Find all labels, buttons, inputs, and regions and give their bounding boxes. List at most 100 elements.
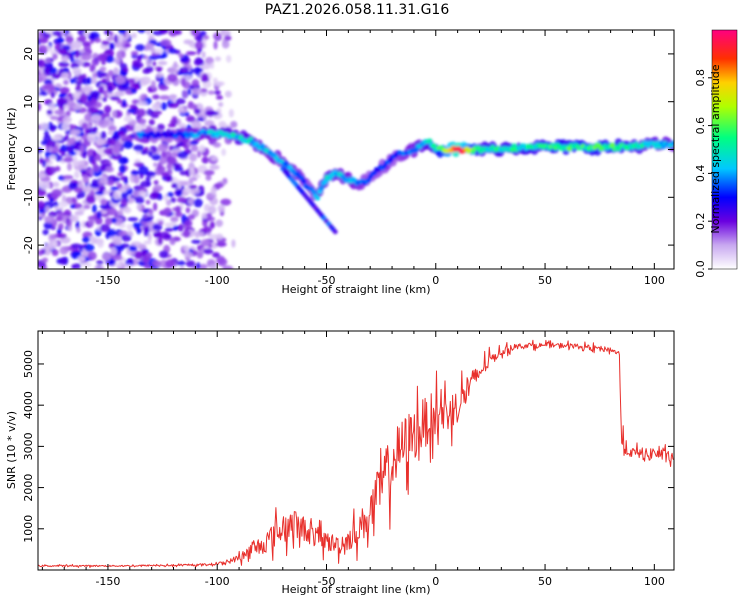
- spectrogram-cell: [98, 185, 106, 192]
- spectrogram-cell: [170, 216, 179, 223]
- spectrogram-cell: [182, 229, 191, 238]
- spectrogram-cell: [87, 94, 92, 102]
- spectrogram-ytick-label: 10: [22, 95, 35, 109]
- spectrogram-cell: [194, 108, 201, 115]
- spectrogram-cell: [97, 239, 104, 248]
- spectrogram-cell: [191, 30, 200, 37]
- spectrogram-cell: [63, 79, 69, 86]
- spectrogram-cell: [135, 44, 146, 52]
- spectrogram-cell: [59, 246, 69, 255]
- spectrogram-cell: [217, 257, 228, 267]
- spectrogram-cell: [204, 169, 215, 176]
- spectrogram-cell: [48, 139, 57, 148]
- spectrogram-cell: [59, 257, 67, 265]
- spectrogram-cell: [209, 111, 219, 116]
- spectrogram-cell: [165, 176, 173, 182]
- spectrogram-cell: [75, 220, 80, 230]
- spectrogram-cell: [143, 240, 152, 245]
- spectrogram-cell: [180, 77, 187, 87]
- spectrogram-cell: [105, 166, 115, 173]
- spectrogram-cell: [188, 40, 195, 47]
- spectrogram-cell: [116, 99, 123, 104]
- spectrogram-cell: [115, 75, 126, 85]
- spectrogram-cell: [81, 61, 91, 68]
- spectrogram-cell: [118, 156, 129, 165]
- spectrogram-cell: [158, 85, 169, 91]
- spectrogram-cell: [133, 124, 144, 132]
- spectrogram-cell: [43, 67, 50, 74]
- spectrogram-cell: [143, 44, 150, 51]
- spectrogram-cell: [63, 209, 72, 218]
- spectrogram-cell: [173, 61, 178, 68]
- spectrogram-cell: [136, 118, 147, 125]
- spectrogram-cell: [100, 131, 107, 139]
- spectrogram-cell: [79, 108, 85, 114]
- spectrogram-cell: [156, 66, 162, 73]
- spectrogram-cell: [100, 153, 106, 158]
- spectrogram-cell: [190, 145, 199, 152]
- spectrogram-cell: [136, 203, 142, 210]
- spectrogram-cell: [62, 116, 72, 124]
- spectrogram-xtick-label: -150: [95, 274, 120, 287]
- spectrogram-cell: [168, 67, 179, 74]
- spectrogram-cell: [101, 210, 108, 215]
- spectrogram-cell: [157, 60, 168, 66]
- spectrogram-cell: [107, 85, 113, 94]
- spectrogram-cell: [191, 239, 202, 244]
- spectrogram-cell: [93, 126, 98, 134]
- spectrogram-cell: [81, 262, 92, 268]
- spectrogram-cell: [101, 40, 110, 46]
- snr-ytick-label: 1000: [22, 515, 35, 543]
- spectrogram-cell: [145, 30, 152, 36]
- spectrogram-cell: [189, 167, 195, 176]
- spectrogram-cell: [171, 148, 182, 153]
- spectrogram-ytick-label: 20: [22, 47, 35, 61]
- spectrogram-ytick-label: 0: [22, 146, 35, 153]
- spectrogram-cell: [92, 150, 97, 157]
- spectrogram-cell: [199, 30, 207, 37]
- spectrogram-cell: [112, 191, 121, 200]
- colorbar-label: Normalized spectral amplitude: [709, 64, 722, 233]
- spectrogram-cell: [259, 143, 266, 149]
- spectrogram-cell: [111, 217, 117, 224]
- spectrogram-cell: [224, 90, 232, 98]
- spectrogram-cell: [67, 162, 72, 171]
- spectrogram-cell: [174, 210, 183, 218]
- spectrogram-cell: [184, 219, 193, 227]
- spectrogram-cell: [98, 119, 109, 129]
- spectrogram-cell: [160, 171, 169, 177]
- spectrogram-cell: [186, 88, 192, 96]
- spectrogram-cell: [166, 163, 172, 170]
- spectrogram-cell: [71, 243, 82, 249]
- snr-xlabel: Height of straight line (km): [281, 583, 430, 596]
- spectrogram-cell: [52, 53, 58, 60]
- spectrogram-cell: [81, 86, 91, 92]
- spectrogram-cell: [91, 204, 97, 213]
- spectrogram-cell: [159, 30, 169, 34]
- spectrogram-cell: [50, 91, 56, 99]
- spectrogram-cell: [142, 68, 151, 75]
- spectrogram-xtick-label: 0: [432, 274, 439, 287]
- spectrogram-cell: [230, 120, 238, 128]
- spectrogram-cell: [381, 163, 388, 169]
- spectrogram-cell: [157, 220, 164, 226]
- spectrogram-cell: [103, 147, 115, 156]
- colorbar-tick-label: 0.0: [694, 260, 707, 278]
- spectrogram-cell: [132, 82, 141, 90]
- spectrogram-cell: [145, 58, 152, 67]
- spectrogram-cell: [228, 109, 234, 118]
- spectrogram-xtick-label: 100: [644, 274, 665, 287]
- spectrogram-cell: [130, 88, 137, 94]
- spectrogram-cell: [177, 141, 184, 147]
- spectrogram-cell: [149, 47, 156, 53]
- spectrogram-cell: [93, 164, 100, 172]
- spectrogram-cell: [82, 175, 90, 184]
- snr-xtick-label: 100: [644, 575, 665, 588]
- spectrogram-cell: [64, 104, 70, 111]
- spectrogram-cell: [214, 182, 224, 189]
- spectrogram-cell: [52, 30, 62, 37]
- spectrogram-cell: [59, 48, 68, 56]
- spectrogram-cell: [83, 31, 90, 37]
- spectrogram-cell: [151, 103, 162, 111]
- spectrogram-cell: [144, 264, 151, 269]
